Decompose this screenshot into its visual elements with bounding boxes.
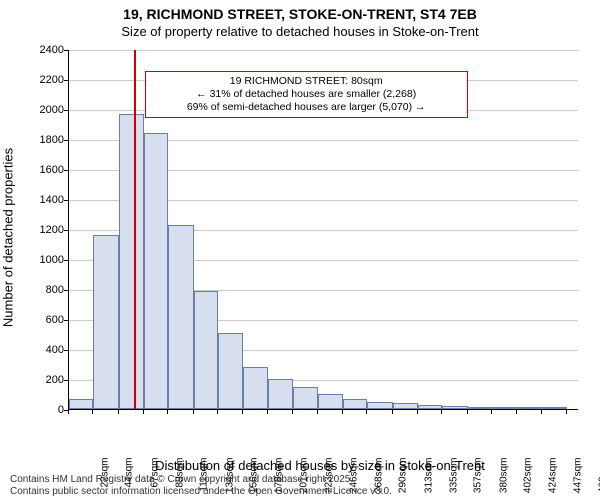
y-tick-label: 1000 xyxy=(14,254,64,266)
histogram-bar xyxy=(119,114,143,410)
histogram-bar xyxy=(93,235,119,409)
histogram-bar xyxy=(293,387,319,410)
x-tick-mark xyxy=(317,410,318,414)
x-tick-mark xyxy=(167,410,168,414)
histogram-bar xyxy=(542,407,566,409)
x-tick-mark xyxy=(342,410,343,414)
y-tick-label: 2000 xyxy=(14,104,64,116)
x-tick-mark xyxy=(267,410,268,414)
footer-attribution: Contains HM Land Registry data © Crown c… xyxy=(10,474,392,498)
x-tick-mark xyxy=(441,410,442,414)
x-tick-mark xyxy=(193,410,194,414)
histogram-bar xyxy=(393,403,417,409)
x-axis-label: Distribution of detached houses by size … xyxy=(0,458,600,473)
x-tick-mark xyxy=(417,410,418,414)
histogram-bar xyxy=(268,379,292,409)
x-tick-mark xyxy=(143,410,144,414)
histogram-bar xyxy=(367,402,393,410)
histogram-bar xyxy=(418,405,442,409)
y-tick-label: 1200 xyxy=(14,224,64,236)
x-tick-mark xyxy=(566,410,567,414)
y-tick-label: 1600 xyxy=(14,164,64,176)
histogram-bar xyxy=(243,367,269,409)
histogram-bar xyxy=(468,407,492,409)
histogram-bar xyxy=(517,407,543,409)
y-tick-label: 2400 xyxy=(14,44,64,56)
y-tick-label: 0 xyxy=(14,404,64,416)
gridline xyxy=(69,50,578,51)
footer-line-2: Contains public sector information licen… xyxy=(10,486,392,498)
histogram-bar xyxy=(318,394,342,409)
y-tick-label: 600 xyxy=(14,314,64,326)
x-tick-mark xyxy=(242,410,243,414)
x-tick-mark xyxy=(467,410,468,414)
histogram-bar xyxy=(194,291,218,410)
histogram-bar xyxy=(69,399,93,410)
chart-container: 19, RICHMOND STREET, STOKE-ON-TRENT, ST4… xyxy=(0,0,600,500)
x-tick-mark xyxy=(118,410,119,414)
x-tick-mark xyxy=(292,410,293,414)
y-tick-label: 1400 xyxy=(14,194,64,206)
footer-line-1: Contains HM Land Registry data © Crown c… xyxy=(10,474,392,486)
annotation-line: 69% of semi-detached houses are larger (… xyxy=(152,101,461,114)
x-tick-mark xyxy=(491,410,492,414)
y-tick-label: 800 xyxy=(14,284,64,296)
x-tick-mark xyxy=(392,410,393,414)
histogram-bar xyxy=(343,399,367,410)
x-tick-mark xyxy=(217,410,218,414)
annotation: 19 RICHMOND STREET: 80sqm← 31% of detach… xyxy=(145,71,468,118)
y-tick-label: 400 xyxy=(14,344,64,356)
histogram-bar xyxy=(168,225,194,410)
x-tick-mark xyxy=(366,410,367,414)
histogram-bar xyxy=(144,133,168,409)
y-tick-label: 2200 xyxy=(14,74,64,86)
chart-title: 19, RICHMOND STREET, STOKE-ON-TRENT, ST4… xyxy=(0,6,600,22)
histogram-bar xyxy=(218,333,242,410)
plot-area: 19 RICHMOND STREET: 80sqm← 31% of detach… xyxy=(68,50,578,410)
histogram-bar xyxy=(492,407,516,409)
x-tick-mark xyxy=(541,410,542,414)
marker-line xyxy=(134,50,136,409)
histogram-bar xyxy=(442,406,468,409)
y-tick-label: 200 xyxy=(14,374,64,386)
x-tick-mark xyxy=(92,410,93,414)
annotation-line: ← 31% of detached houses are smaller (2,… xyxy=(152,88,461,101)
x-tick-mark xyxy=(516,410,517,414)
chart-subtitle: Size of property relative to detached ho… xyxy=(0,24,600,39)
x-tick-mark xyxy=(68,410,69,414)
annotation-line: 19 RICHMOND STREET: 80sqm xyxy=(152,75,461,88)
y-tick-label: 1800 xyxy=(14,134,64,146)
